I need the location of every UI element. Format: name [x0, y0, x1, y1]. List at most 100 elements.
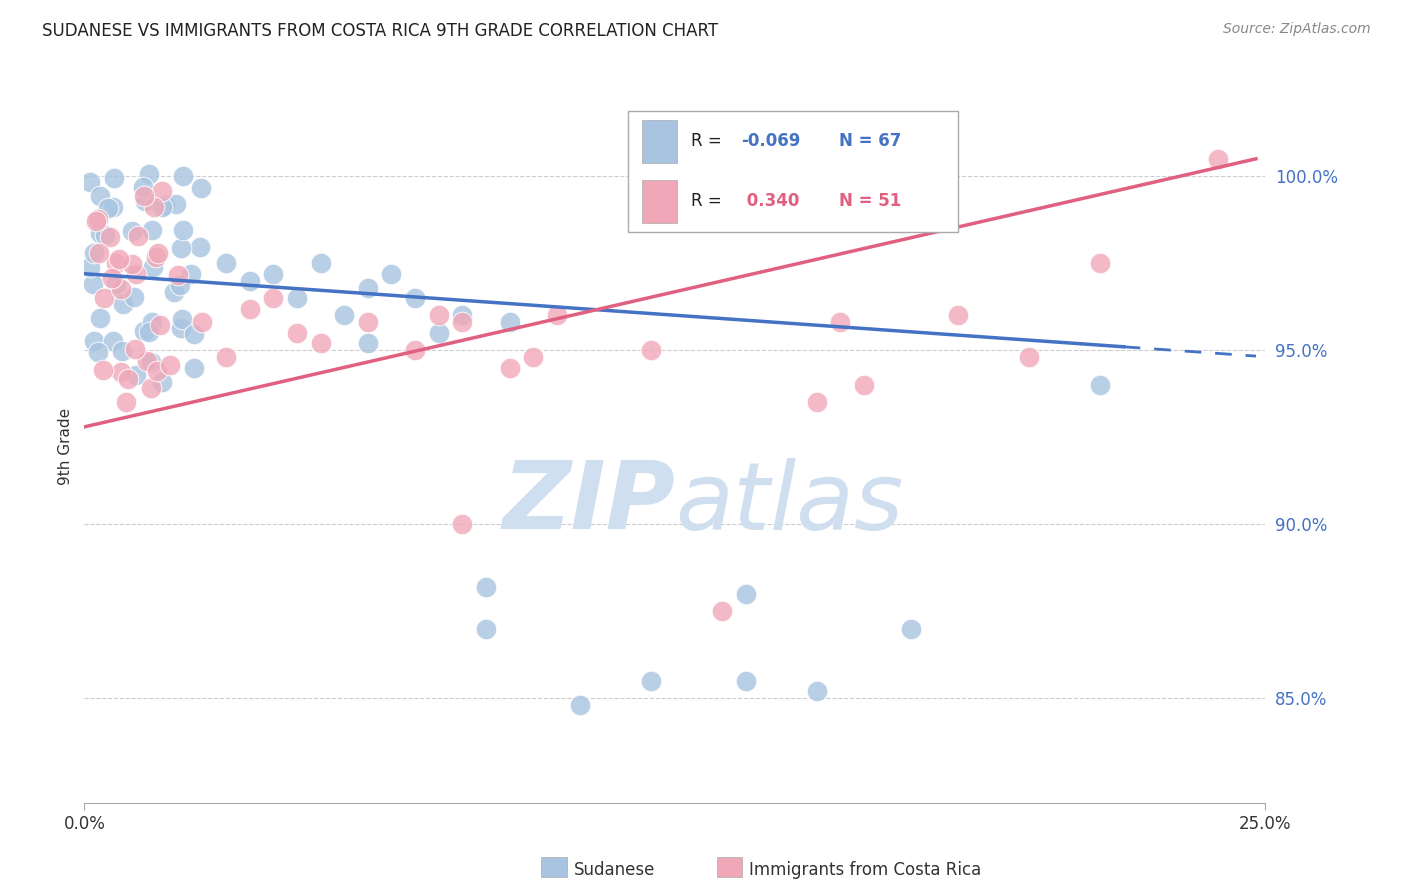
Bar: [641, 120, 678, 162]
Point: [262, 291, 284, 305]
Point: [134, 188, 156, 202]
Point: [143, 200, 166, 214]
Point: [357, 280, 380, 294]
Point: [97, 201, 120, 215]
Point: [104, 277, 127, 291]
Point: [108, 252, 131, 266]
Point: [806, 395, 828, 409]
Point: [498, 360, 520, 375]
Point: [309, 336, 332, 351]
Point: [89, 226, 111, 240]
Point: [110, 281, 132, 295]
Point: [711, 604, 734, 618]
Point: [121, 257, 143, 271]
Point: [170, 312, 193, 326]
Point: [380, 267, 402, 281]
Point: [83, 334, 105, 348]
Point: [183, 361, 205, 376]
Text: R =: R =: [692, 132, 727, 150]
Text: atlas: atlas: [675, 458, 903, 549]
Point: [87, 246, 110, 260]
Point: [150, 184, 173, 198]
Point: [150, 375, 173, 389]
Point: [132, 180, 155, 194]
Point: [167, 268, 190, 283]
Point: [1088, 256, 1111, 270]
Point: [117, 372, 139, 386]
Point: [169, 277, 191, 292]
Point: [569, 698, 592, 713]
Point: [111, 343, 134, 358]
Point: [145, 250, 167, 264]
Point: [124, 343, 146, 357]
Point: [134, 194, 156, 209]
Point: [239, 274, 262, 288]
Point: [546, 309, 568, 323]
Point: [215, 350, 238, 364]
Point: [91, 363, 114, 377]
Point: [190, 180, 212, 194]
Text: Immigrants from Costa Rica: Immigrants from Costa Rica: [749, 861, 981, 879]
Point: [475, 622, 498, 636]
Point: [142, 260, 165, 274]
Point: [138, 167, 160, 181]
Point: [191, 315, 214, 329]
Point: [145, 364, 167, 378]
Point: [170, 321, 193, 335]
Point: [806, 684, 828, 698]
Point: [134, 324, 156, 338]
Point: [215, 256, 238, 270]
Point: [451, 315, 474, 329]
Point: [427, 309, 450, 323]
Point: [357, 336, 380, 351]
Point: [522, 350, 544, 364]
Point: [139, 355, 162, 369]
Point: [640, 343, 662, 358]
Point: [110, 365, 132, 379]
Point: [98, 230, 121, 244]
Point: [451, 309, 474, 323]
Point: [830, 315, 852, 329]
Point: [150, 200, 173, 214]
Point: [79, 260, 101, 275]
Point: [101, 334, 124, 348]
Point: [148, 246, 170, 260]
Point: [94, 228, 117, 243]
Point: [172, 223, 194, 237]
Point: [188, 239, 211, 253]
Point: [852, 378, 875, 392]
Point: [125, 267, 148, 281]
Point: [948, 309, 970, 323]
Point: [115, 394, 138, 409]
Point: [103, 171, 125, 186]
Point: [89, 189, 111, 203]
Point: [172, 169, 194, 183]
Point: [285, 291, 308, 305]
Text: 0.340: 0.340: [741, 193, 800, 211]
Point: [138, 326, 160, 340]
Point: [87, 212, 110, 227]
Point: [333, 309, 356, 323]
Point: [84, 214, 107, 228]
Point: [239, 301, 262, 316]
Point: [404, 291, 426, 305]
Point: [89, 310, 111, 325]
Bar: [641, 180, 678, 223]
Point: [640, 673, 662, 688]
Point: [170, 241, 193, 255]
Point: [83, 245, 105, 260]
Point: [900, 622, 922, 636]
Point: [82, 277, 104, 292]
Y-axis label: 9th Grade: 9th Grade: [58, 408, 73, 484]
Point: [122, 290, 145, 304]
Point: [87, 345, 110, 359]
Point: [498, 315, 520, 329]
Text: SUDANESE VS IMMIGRANTS FROM COSTA RICA 9TH GRADE CORRELATION CHART: SUDANESE VS IMMIGRANTS FROM COSTA RICA 9…: [42, 22, 718, 40]
Point: [155, 198, 177, 212]
Text: N = 67: N = 67: [839, 132, 901, 150]
Point: [427, 326, 450, 340]
Point: [111, 296, 134, 310]
Point: [93, 291, 115, 305]
Text: Sudanese: Sudanese: [574, 861, 655, 879]
Point: [101, 270, 124, 285]
